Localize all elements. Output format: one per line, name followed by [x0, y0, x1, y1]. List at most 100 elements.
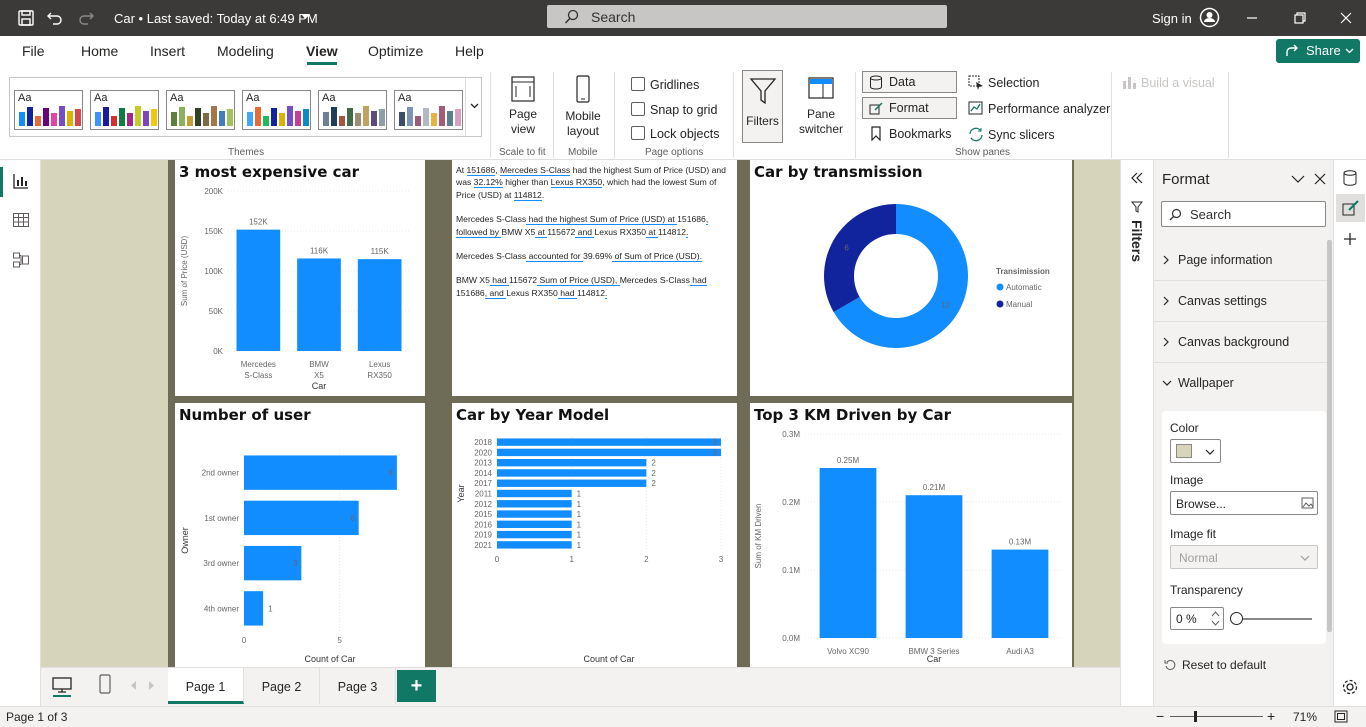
image-browse-field[interactable]: Browse...: [1170, 491, 1318, 515]
page-tab-2[interactable]: Page 2: [244, 668, 320, 704]
narrative-value[interactable]: Mercedes S-Class: [499, 165, 571, 176]
menu-optimize[interactable]: Optimize: [368, 43, 424, 59]
format-pane-scrollbar[interactable]: [1327, 240, 1332, 632]
sync-slicers-label[interactable]: Sync slicers: [988, 128, 1055, 142]
save-icon[interactable]: [17, 9, 35, 27]
close-pane-icon[interactable]: [1314, 173, 1326, 185]
visual-smart-narrative[interactable]: At 151686, Mercedes S-Class had the high…: [452, 160, 737, 396]
theme-option[interactable]: Aa: [242, 90, 311, 130]
sign-in-link[interactable]: Sign in: [1152, 11, 1192, 26]
settings-gear-icon[interactable]: [1341, 678, 1359, 696]
filters-pane-button[interactable]: Filters: [742, 70, 783, 143]
menu-file[interactable]: File: [22, 43, 45, 59]
transparency-slider-thumb[interactable]: [1230, 612, 1243, 625]
redo-icon[interactable]: [77, 9, 95, 27]
filters-pane-collapsed[interactable]: Filters: [1120, 160, 1153, 706]
narrative-value[interactable]: of Sum of Price (USD).: [612, 251, 702, 263]
data-pane-button[interactable]: Data: [862, 71, 957, 93]
lock-objects-checkbox[interactable]: [631, 126, 645, 140]
report-view-icon[interactable]: [12, 172, 30, 190]
restore-icon[interactable]: [1292, 10, 1308, 26]
narrative-value[interactable]: .: [686, 226, 689, 238]
selection-label[interactable]: Selection: [988, 76, 1040, 90]
expand-chevrons-icon[interactable]: [1130, 171, 1144, 185]
performance-analyzer-label[interactable]: Performance analyzer: [988, 102, 1111, 116]
narrative-value[interactable]: , and: [484, 287, 507, 299]
pane-switcher-button[interactable]: Pane switcher: [790, 74, 852, 144]
undo-icon[interactable]: [46, 9, 64, 27]
page-tab-3[interactable]: Page 3: [320, 668, 396, 704]
transparency-input[interactable]: 0 %: [1170, 607, 1224, 630]
add-page-button[interactable]: +: [397, 670, 436, 702]
narrative-value[interactable]: had: [557, 287, 577, 299]
narrative-value[interactable]: accounted for: [526, 251, 584, 263]
menu-insert[interactable]: Insert: [150, 43, 186, 59]
selection-icon[interactable]: [968, 75, 984, 90]
desktop-layout-icon[interactable]: [51, 676, 73, 694]
bookmark-icon[interactable]: [869, 126, 883, 141]
menu-help[interactable]: Help: [455, 43, 484, 59]
narrative-value[interactable]: , followed by: [456, 214, 709, 238]
theme-option[interactable]: Aa: [14, 90, 83, 130]
narrative-value[interactable]: 114812: [513, 189, 542, 201]
themes-expand-button[interactable]: [465, 78, 482, 136]
narrative-value[interactable]: had: [689, 275, 707, 287]
theme-option[interactable]: Aa: [90, 90, 159, 130]
close-icon[interactable]: [1338, 10, 1354, 26]
visual-transmission[interactable]: Car by transmission 12 6 Transimission Auto…: [750, 160, 1072, 396]
visual-number-of-user[interactable]: Number of user 0 5 8 2nd owner 6 1st owner 3 3r…: [175, 403, 425, 667]
format-pane-rail-button[interactable]: [1336, 194, 1365, 222]
section-page-information[interactable]: Page information: [1154, 240, 1329, 281]
image-fit-dropdown[interactable]: Normal: [1170, 545, 1318, 569]
visual-most-expensive[interactable]: 3 most expensive car 0K 50K 100K 150K 200K 15…: [175, 160, 425, 396]
section-wallpaper[interactable]: Wallpaper: [1154, 363, 1329, 404]
minimize-icon[interactable]: [1244, 10, 1260, 26]
bookmarks-label[interactable]: Bookmarks: [889, 127, 952, 141]
transparency-slider-track[interactable]: [1232, 618, 1312, 620]
snap-to-grid-checkbox[interactable]: [631, 102, 645, 116]
collapse-chevron-icon[interactable]: [1291, 174, 1305, 184]
color-picker[interactable]: [1170, 439, 1221, 463]
section-canvas-settings[interactable]: Canvas settings: [1154, 281, 1329, 322]
zoom-in-button[interactable]: +: [1267, 708, 1276, 724]
gridlines-checkbox[interactable]: [631, 77, 645, 91]
sync-slicers-icon[interactable]: [968, 127, 984, 142]
menu-modeling[interactable]: Modeling: [217, 43, 274, 59]
narrative-value[interactable]: .: [604, 287, 608, 299]
scroll-right-icon[interactable]: [148, 681, 155, 690]
reset-default-link[interactable]: Reset to default: [1182, 658, 1267, 672]
share-button[interactable]: Share: [1276, 39, 1360, 63]
narrative-value[interactable]: had the highest Sum of Price (USD) at: [526, 214, 678, 226]
document-title[interactable]: Car • Last saved: Today at 6:49 PM: [114, 11, 318, 26]
theme-option[interactable]: Aa: [166, 90, 235, 130]
add-pane-icon[interactable]: [1343, 232, 1357, 246]
narrative-value[interactable]: at: [646, 226, 658, 238]
narrative-value[interactable]: at: [535, 226, 548, 238]
mobile-layout-icon[interactable]: [98, 674, 112, 694]
zoom-slider-thumb[interactable]: [1194, 711, 1197, 722]
narrative-value[interactable]: 32.12%: [473, 177, 503, 189]
page-tab-1[interactable]: Page 1: [168, 668, 244, 704]
visual-km-driven[interactable]: Top 3 KM Driven by Car 0.0M 0.1M 0.2M 0.3M 0…: [750, 403, 1072, 667]
narrative-value[interactable]: Lexus RX350: [550, 177, 603, 189]
page-view-button[interactable]: Page view: [500, 74, 546, 144]
fit-to-page-icon[interactable]: [1334, 710, 1348, 723]
visual-year-model[interactable]: Car by Year Model 0 1 2 3 3 2018 3 2020 2 2013 2 20…: [452, 403, 737, 667]
narrative-value[interactable]: Sum of Price (USD),: [537, 275, 620, 287]
narrative-value[interactable]: had: [489, 275, 510, 287]
zoom-out-button[interactable]: −: [1156, 708, 1165, 724]
table-view-icon[interactable]: [12, 211, 30, 229]
menu-view[interactable]: View: [306, 43, 338, 59]
section-canvas-background[interactable]: Canvas background: [1154, 322, 1329, 363]
performance-analyzer-icon[interactable]: [968, 101, 984, 116]
theme-option[interactable]: Aa: [394, 90, 463, 130]
data-pane-icon[interactable]: [1342, 169, 1358, 187]
title-dropdown-icon[interactable]: [301, 14, 310, 20]
format-pane-button[interactable]: Format: [862, 97, 957, 119]
zoom-slider-track[interactable]: [1170, 716, 1263, 717]
model-view-icon[interactable]: [12, 251, 30, 269]
spinner-icon[interactable]: [1211, 610, 1220, 627]
narrative-value[interactable]: 151686: [466, 165, 496, 176]
narrative-value[interactable]: and: [575, 226, 595, 238]
user-avatar-icon[interactable]: [1199, 7, 1220, 28]
